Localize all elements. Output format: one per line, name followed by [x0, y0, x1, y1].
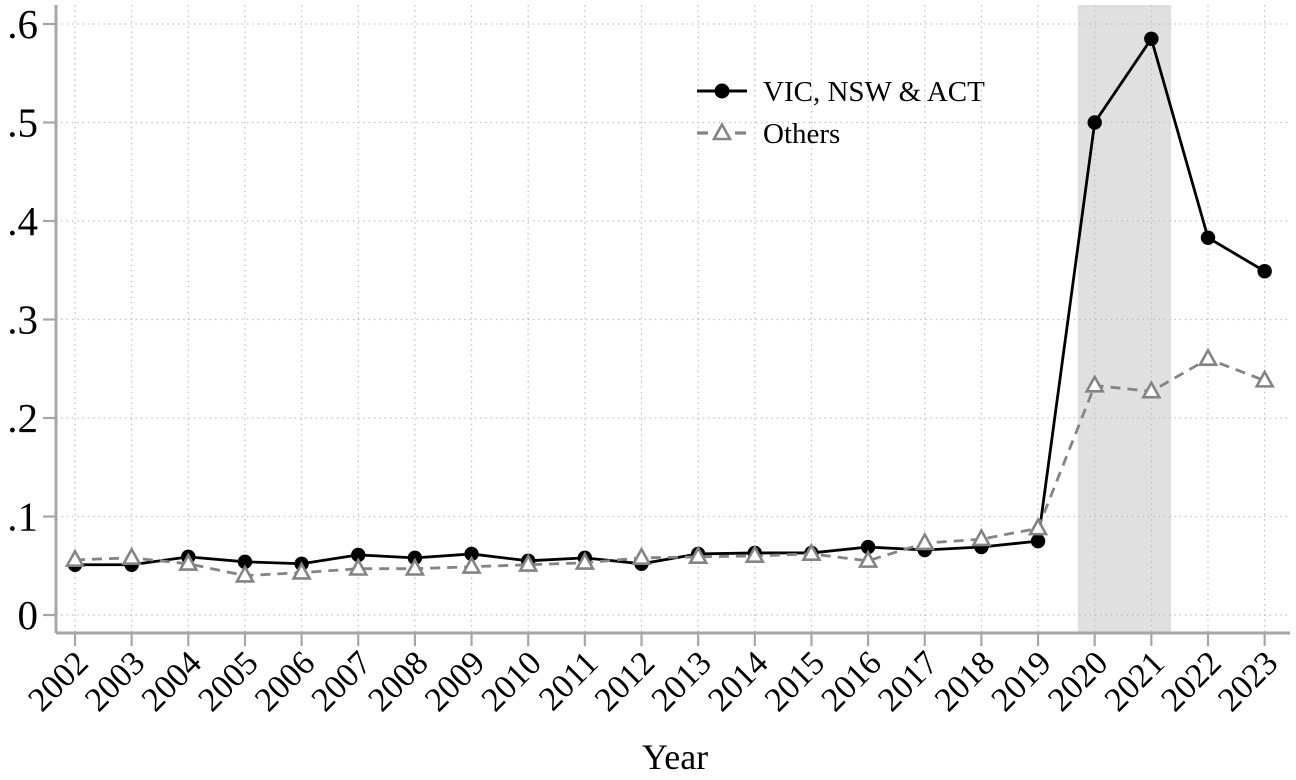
data-point-open-triangle	[574, 551, 596, 570]
data-point-filled-circle	[860, 539, 876, 555]
x-tick-label: 2003	[78, 644, 152, 718]
x-tick-label: 2009	[418, 644, 492, 718]
data-point-filled-circle	[237, 554, 253, 570]
data-point-open-triangle	[517, 553, 539, 572]
series-layer	[64, 31, 1275, 583]
x-tick-label: 2012	[588, 644, 662, 718]
data-point-filled-circle	[1030, 533, 1046, 549]
legend: VIC, NSW & ACT Others	[697, 76, 985, 150]
data-point-open-triangle	[121, 546, 142, 565]
x-tick-label: 2020	[1041, 644, 1115, 718]
series-line-vic-nsw-act	[75, 35, 1266, 567]
y-tick-label: .4	[7, 198, 38, 244]
data-point-filled-circle	[1144, 31, 1159, 46]
x-tick-label: 2014	[701, 644, 775, 718]
legend-item-others: Others	[697, 118, 840, 150]
x-tick-label: 2019	[984, 644, 1058, 718]
data-point-open-triangle	[461, 555, 482, 574]
data-point-open-triangle	[857, 549, 879, 568]
x-tick-label: 2023	[1211, 644, 1285, 718]
x-tick-label: 2010	[475, 644, 549, 718]
x-tick-label: 2008	[361, 644, 435, 718]
data-point-open-triangle	[178, 552, 199, 571]
gridline-layer	[56, 5, 1290, 633]
x-tick-label: 2013	[645, 644, 719, 718]
legend-filled-circle-marker	[714, 83, 730, 99]
x-axis-title: Year	[642, 737, 708, 777]
data-point-open-triangle	[291, 561, 312, 580]
y-tick-label: .6	[7, 1, 38, 47]
x-tick-label: 2004	[135, 644, 209, 718]
data-point-open-triangle	[404, 557, 426, 576]
data-point-filled-circle	[464, 546, 479, 562]
y-tick-label: .2	[7, 395, 38, 441]
data-point-open-triangle	[687, 545, 709, 564]
data-point-filled-circle	[351, 547, 366, 563]
data-point-open-triangle	[1254, 369, 1275, 388]
data-point-open-triangle	[64, 548, 86, 567]
x-tick-label: 2011	[532, 644, 605, 717]
x-tick-label: 2022	[1154, 644, 1228, 718]
data-point-open-triangle	[1141, 380, 1162, 399]
x-tick-label: 2018	[928, 644, 1002, 718]
x-tick-label: 2007	[305, 644, 379, 718]
shaded-band-layer	[1077, 5, 1172, 633]
data-point-filled-circle	[1257, 264, 1272, 279]
x-tick-label: 2017	[871, 644, 945, 718]
series-line-others	[74, 357, 1266, 578]
legend-open-triangle-marker	[711, 121, 733, 141]
shaded-band	[1077, 5, 1172, 633]
y-tick-label: .3	[7, 297, 38, 343]
x-tick-label: 2002	[21, 644, 95, 718]
data-point-open-triangle	[1084, 374, 1105, 393]
data-point-open-triangle	[914, 531, 935, 551]
data-point-open-triangle	[1027, 517, 1049, 536]
data-point-open-triangle	[801, 542, 822, 562]
y-tick-label: .5	[7, 100, 38, 146]
legend-item-vic-nsw-act: VIC, NSW & ACT	[697, 76, 985, 108]
y-tick-label: .1	[7, 494, 38, 540]
data-point-open-triangle	[1197, 347, 1219, 366]
x-tick-label: 2006	[248, 644, 322, 718]
legend-label-others: Others	[763, 118, 840, 150]
x-tick-label: 2005	[191, 644, 265, 718]
data-point-filled-circle	[1200, 230, 1216, 245]
x-tick-label: 2015	[758, 644, 832, 718]
data-point-open-triangle	[631, 546, 652, 565]
x-tick-label: 2021	[1098, 644, 1172, 718]
data-point-open-triangle	[971, 527, 992, 547]
data-point-open-triangle	[744, 544, 766, 563]
x-tick-label: 2016	[815, 644, 889, 718]
legend-label-vic-nsw-act: VIC, NSW & ACT	[763, 76, 985, 108]
data-point-open-triangle	[348, 557, 369, 576]
data-point-open-triangle	[234, 564, 256, 583]
y-tick-label: 0	[18, 592, 39, 638]
data-point-filled-circle	[1087, 115, 1102, 130]
